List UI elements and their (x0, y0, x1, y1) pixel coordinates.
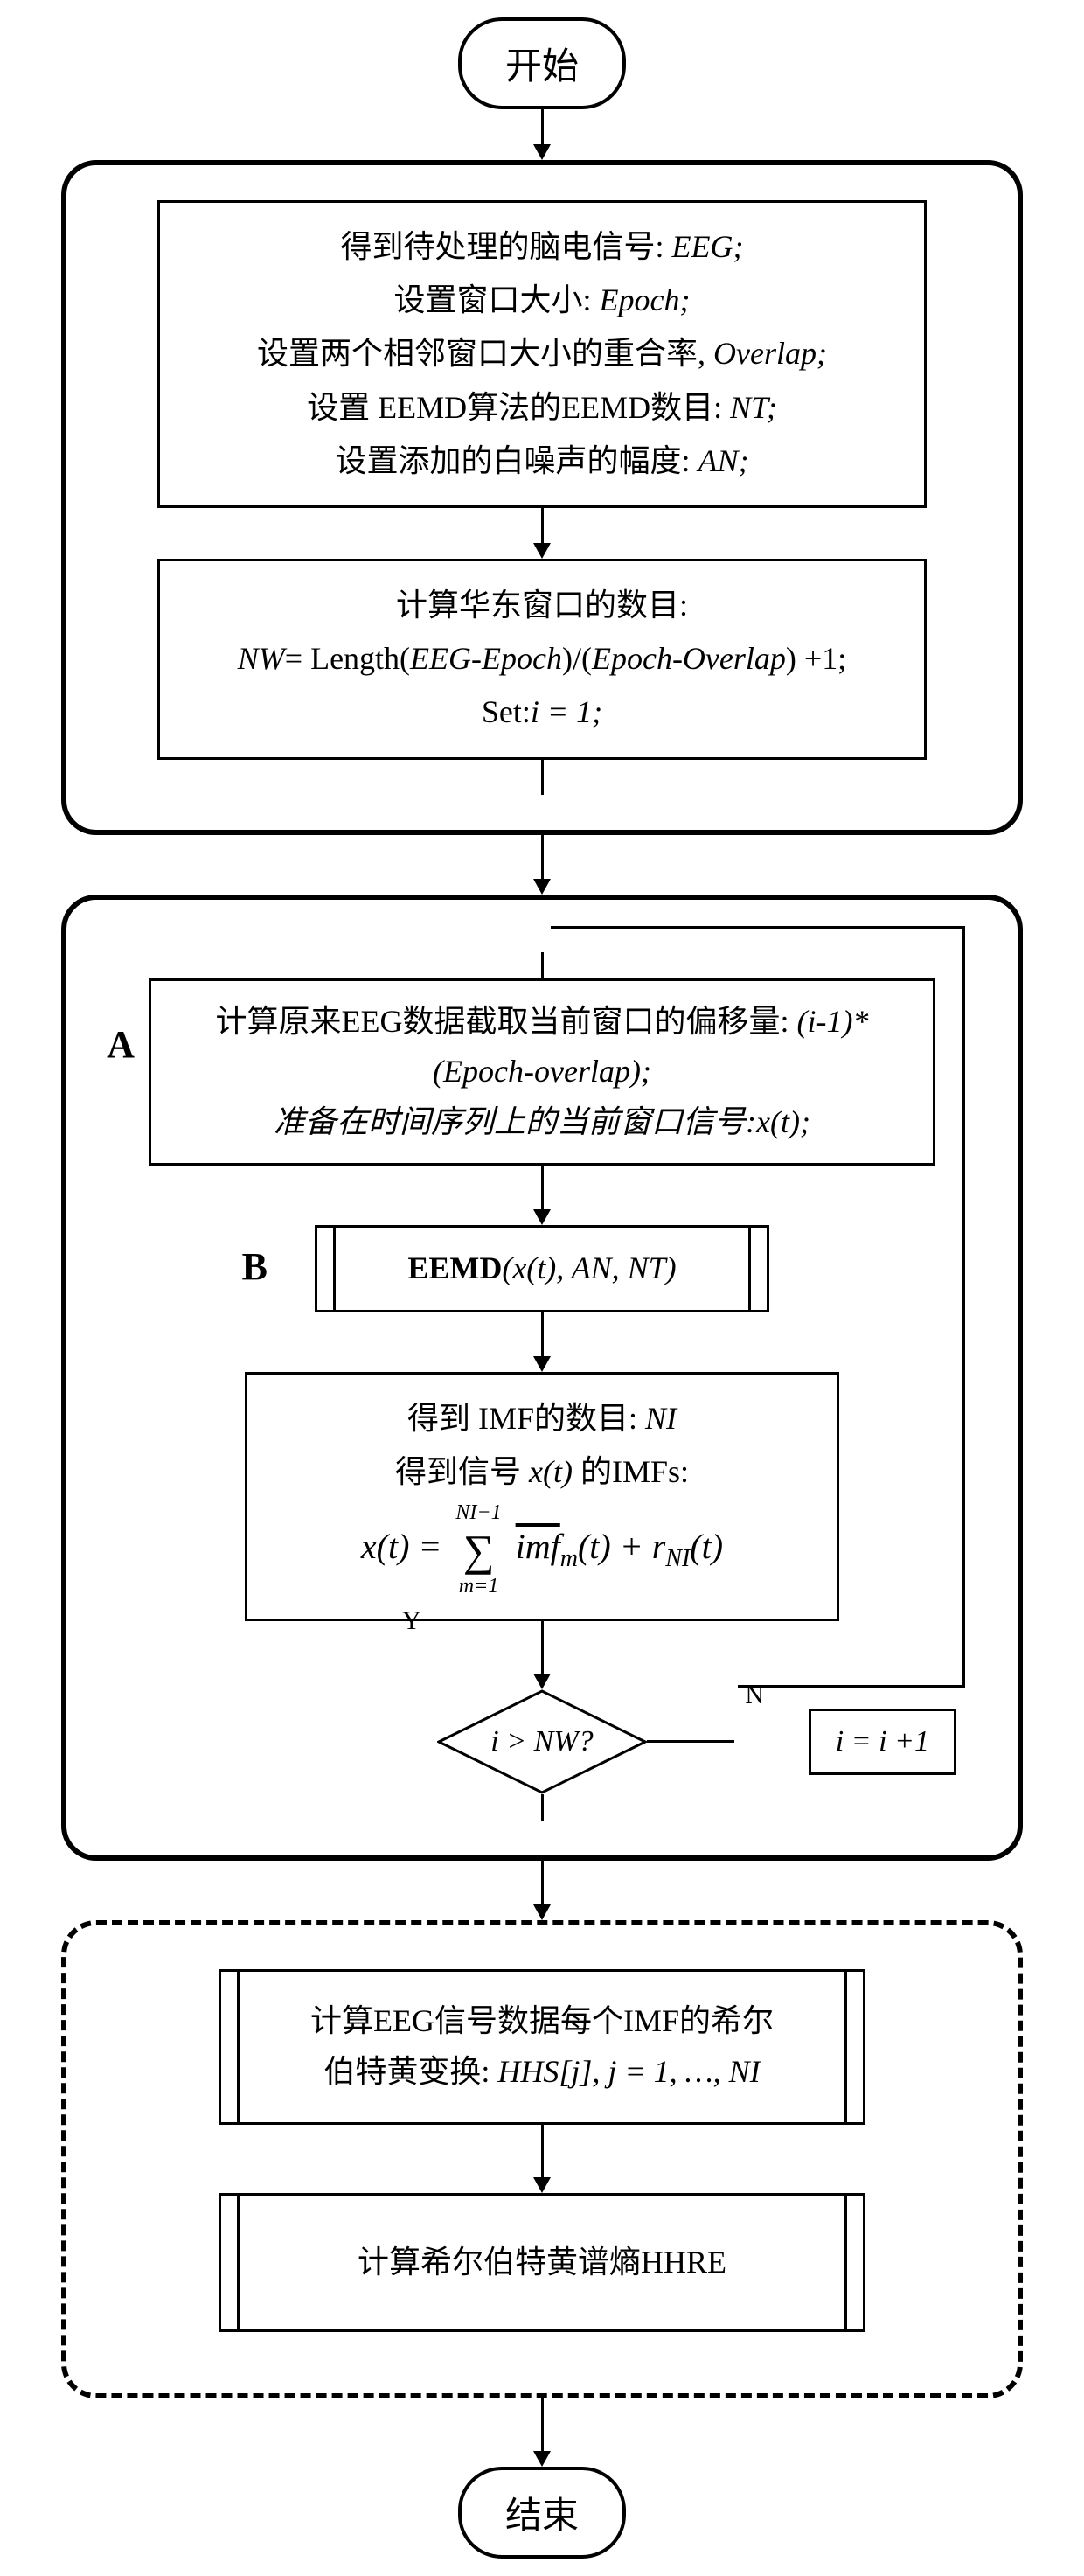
center-col: 计算原来EEG数据截取当前窗口的偏移量: (i-1)*(Epoch-overla… (149, 978, 935, 1166)
start-node: 开始 (458, 17, 626, 109)
text-line: 伯特黄变换: HHS[j], j = 1, …, NI (256, 2047, 828, 2098)
init-params-box: 得到待处理的脑电信号: EEG; 设置窗口大小: Epoch; 设置两个相邻窗口… (157, 200, 927, 508)
decision-diamond: i > NW? (437, 1689, 647, 1794)
connector (541, 1621, 544, 1674)
eemd-args: (x(t), AN, NT) (502, 1250, 676, 1285)
text-line: 设置窗口大小: Epoch; (184, 274, 900, 327)
text-line: 设置两个相邻窗口大小的重合率, Overlap; (184, 327, 900, 380)
yes-label: Y (402, 1606, 421, 1636)
arrow-down-icon (533, 2451, 551, 2467)
summation-icon: NI−1 ∑ m=1 (455, 1499, 501, 1601)
increment-box: i = i +1 (809, 1709, 956, 1775)
center-col: EEMD(x(t), AN, NT) (285, 1225, 799, 1312)
text-line: 准备在时间序列上的当前窗口信号:x(t); (172, 1097, 912, 1148)
decision-row: Y i > NW? N i = i +1 (93, 1689, 991, 1794)
no-label: N (745, 1681, 764, 1710)
arrow-down-icon (533, 543, 551, 559)
connector (541, 508, 544, 543)
compute-nw-box: 计算华东窗口的数目: NW= Length(EEG-Epoch)/(Epoch-… (157, 559, 927, 760)
text-line: 设置 EEMD算法的EEMD数目: NT; (184, 381, 900, 435)
hhre-text: 计算希尔伯特黄谱熵HHRE (358, 2245, 726, 2280)
arrow-down-icon (533, 1674, 551, 1689)
arrow-down-icon (533, 2177, 551, 2193)
connector (541, 760, 544, 795)
row-a: A 计算原来EEG数据截取当前窗口的偏移量: (i-1)*(Epoch-over… (93, 978, 991, 1166)
arrow-down-icon (533, 144, 551, 160)
text-line: 得到信号 x(t) 的IMFs: (272, 1445, 812, 1499)
end-label: 结束 (505, 2496, 579, 2537)
formula: x(t) = NI−1 ∑ m=1 imfm(t) + rNI(t) (272, 1499, 812, 1601)
connector (541, 109, 544, 144)
h-connector (647, 1740, 734, 1743)
arrow-down-icon (533, 1356, 551, 1372)
text-line: 得到 IMF的数目: NI (272, 1392, 812, 1445)
connector (541, 2125, 544, 2177)
connector (541, 1861, 544, 1904)
hhs-box: 计算EEG信号数据每个IMF的希尔 伯特黄变换: HHS[j], j = 1, … (219, 1969, 865, 2124)
label-a: A (93, 978, 149, 1067)
connector (541, 835, 544, 879)
connector (541, 1794, 544, 1821)
text-line: NW= Length(EEG-Epoch)/(Epoch-Overlap) +1… (184, 632, 900, 686)
eemd-name: EEMD (407, 1250, 502, 1285)
text-line: Set:i = 1; (184, 686, 900, 739)
text-line: 得到待处理的脑电信号: EEG; (184, 220, 900, 274)
row-b: B EEMD(x(t), AN, NT) (93, 1225, 991, 1312)
feedback-line-v (962, 926, 965, 1687)
section-hht: 计算EEG信号数据每个IMF的希尔 伯特黄变换: HHS[j], j = 1, … (61, 1920, 1023, 2398)
text-line: 设置添加的白噪声的幅度: AN; (184, 435, 900, 488)
arrow-down-icon (533, 1209, 551, 1225)
connector (541, 1312, 544, 1356)
imf-result-box: 得到 IMF的数目: NI 得到信号 x(t) 的IMFs: x(t) = NI… (245, 1372, 839, 1622)
section-init: 得到待处理的脑电信号: EEG; 设置窗口大小: Epoch; 设置两个相邻窗口… (61, 160, 1023, 835)
feedback-line-h-bot (738, 1685, 965, 1688)
start-label: 开始 (505, 47, 579, 87)
decision-text: i > NW? (490, 1725, 593, 1758)
connector (541, 2398, 544, 2451)
text-line: 计算华东窗口的数目: (184, 579, 900, 632)
arrow-down-icon (533, 1904, 551, 1920)
offset-box: 计算原来EEG数据截取当前窗口的偏移量: (i-1)*(Epoch-overla… (149, 978, 935, 1166)
hhre-box: 计算希尔伯特黄谱熵HHRE (219, 2193, 865, 2333)
flowchart-root: 开始 得到待处理的脑电信号: EEG; 设置窗口大小: Epoch; 设置两个相… (0, 17, 1084, 2559)
arrow-down-icon (533, 879, 551, 895)
label-b: B (93, 1225, 285, 1289)
text-line: 计算EEG信号数据每个IMF的希尔 (256, 1996, 828, 2047)
text-line: 计算原来EEG数据截取当前窗口的偏移量: (i-1)*(Epoch-overla… (172, 997, 912, 1097)
connector (541, 952, 544, 978)
section-loop: A 计算原来EEG数据截取当前窗口的偏移量: (i-1)*(Epoch-over… (61, 895, 1023, 1862)
eemd-box: EEMD(x(t), AN, NT) (315, 1225, 769, 1312)
increment-text: i = i +1 (836, 1725, 929, 1758)
end-node: 结束 (458, 2467, 626, 2559)
connector (541, 1166, 544, 1209)
feedback-line-h-top (551, 926, 965, 929)
